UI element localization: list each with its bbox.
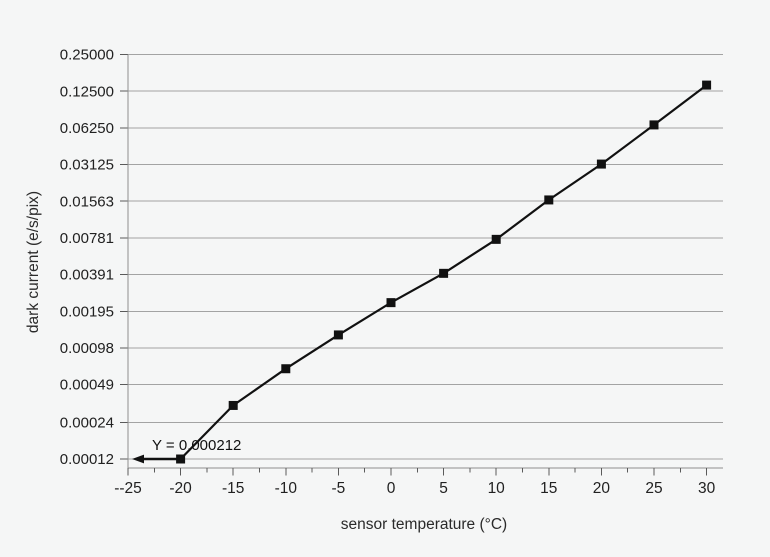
x-axis-tick-label: 20 [593, 480, 611, 497]
x-axis-tick-label: 10 [488, 480, 506, 497]
x-axis-tick-label: -10 [275, 480, 298, 497]
x-axis-tick-label: 5 [439, 480, 448, 497]
annotation-arrowhead [132, 454, 144, 464]
y-axis-tick-label: 0.01563 [60, 193, 114, 210]
axis-layer [120, 53, 723, 476]
x-axis-tick-label: 30 [698, 480, 716, 497]
annotation-arrow-holder [132, 454, 177, 464]
series-layer [176, 80, 712, 464]
x-axis-title: sensor temperature (°C) [341, 516, 507, 533]
data-point-marker [596, 159, 606, 169]
annotation-layer: Y = 0.000212 [132, 437, 241, 464]
data-point-marker [386, 298, 396, 308]
y-axis-tick-label: 0.25000 [60, 47, 114, 64]
x-axis-tick-label: 0 [387, 480, 396, 497]
data-point-marker [333, 330, 343, 340]
y-axis-tick-label: 0.00024 [60, 415, 114, 432]
x-axis-tick-label: 15 [540, 480, 557, 497]
y-axis-tick-label: 0.12500 [60, 83, 114, 100]
data-point-marker [439, 268, 449, 278]
y-axis-tick-label: 0.00781 [60, 230, 114, 247]
y-axis-title: dark current (e/s/pix) [25, 191, 42, 333]
data-point-marker [176, 454, 186, 464]
grid-layer [128, 53, 723, 460]
x-axis-tick-label: -5 [332, 480, 346, 497]
data-point-marker [544, 195, 554, 205]
tick-label-layer: 0.25000 0.12500 0.06250 0.03125 0.01563 0.007… [60, 47, 716, 497]
x-axis-tick-label: -20 [169, 480, 192, 497]
x-axis-tick-label: -15 [222, 480, 244, 497]
x-axis-tick-label: 25 [645, 480, 662, 497]
data-point-marker [281, 364, 291, 374]
y-axis-tick-label: 0.00049 [60, 377, 114, 394]
y-axis-tick-label: 0.03125 [60, 157, 114, 174]
x-axis-tick-label: --25 [114, 480, 142, 497]
annotation-text: Y = 0.000212 [152, 437, 241, 454]
y-axis-tick-label: 0.00012 [60, 451, 114, 468]
y-axis-tick-label: 0.00098 [60, 340, 114, 357]
data-point-marker [702, 80, 712, 90]
y-axis-tick-label: 0.06250 [60, 120, 114, 137]
y-axis-tick-label: 0.00391 [60, 267, 114, 284]
data-point-marker [649, 120, 659, 130]
y-axis-tick-label: 0.00195 [60, 304, 114, 321]
data-point-marker [228, 400, 238, 410]
data-point-marker [491, 234, 501, 244]
